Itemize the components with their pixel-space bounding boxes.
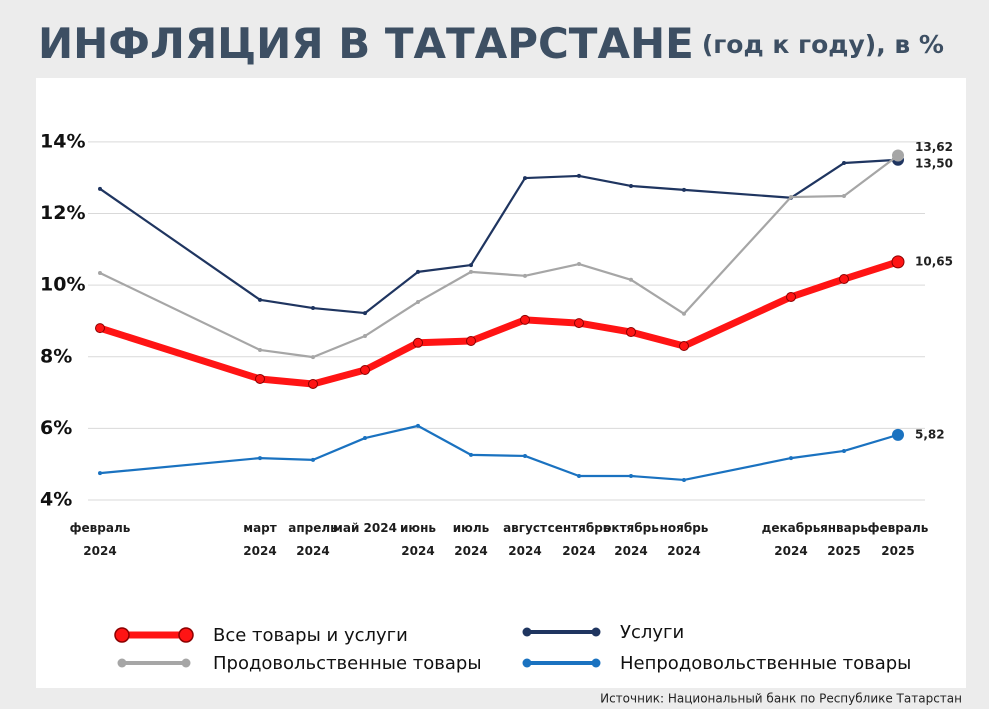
x-tick-label: ноябрь 2024 — [659, 521, 709, 558]
legend-marker — [178, 627, 194, 643]
panel — [36, 78, 966, 688]
point — [363, 333, 367, 338]
legend-marker — [591, 627, 601, 637]
point — [416, 269, 420, 274]
point — [789, 195, 793, 200]
point — [682, 477, 686, 482]
y-tick-label: 4% — [40, 489, 72, 511]
point — [682, 311, 686, 316]
point — [98, 471, 102, 476]
point — [577, 474, 581, 479]
x-tick-label: сентябрь 2024 — [547, 521, 611, 558]
point — [469, 452, 473, 457]
legend-marker — [117, 658, 127, 668]
x-tick-label: июль 2024 — [452, 521, 490, 558]
x-tick-label: октябрь 2024 — [603, 521, 659, 558]
title-block: ИНФЛЯЦИЯ В ТАТАРСТАНЕ (год к году), в % — [38, 19, 944, 68]
x-tick-label: май 2024 — [333, 521, 397, 535]
point — [839, 274, 849, 285]
legend-marker — [591, 658, 601, 668]
chart-title: ИНФЛЯЦИЯ В ТАТАРСТАНЕ — [38, 19, 694, 68]
point — [311, 355, 315, 360]
point — [520, 314, 530, 325]
point — [523, 273, 527, 278]
point — [363, 436, 367, 441]
point — [258, 347, 262, 352]
source: Источник: Национальный банк по Республик… — [600, 692, 962, 706]
y-tick-label: 14% — [40, 130, 85, 152]
point — [416, 423, 420, 428]
point — [892, 428, 904, 441]
point — [577, 262, 581, 267]
point — [98, 270, 102, 275]
chart-subtitle: (год к году), в % — [702, 30, 944, 59]
value-label: 13,62 — [915, 140, 953, 154]
point — [577, 173, 581, 178]
y-tick-label: 12% — [40, 202, 85, 224]
x-tick-label: август 2024 — [503, 521, 547, 558]
point — [523, 176, 527, 181]
point — [682, 187, 686, 192]
legend-label: Услуги — [620, 622, 684, 643]
x-tick-label: февраль 2025 — [867, 521, 929, 558]
point — [629, 474, 633, 479]
point — [466, 336, 476, 347]
point — [308, 378, 318, 389]
legend-marker — [114, 627, 130, 643]
point — [629, 183, 633, 188]
legend-marker — [522, 658, 532, 668]
legend-marker — [522, 627, 532, 637]
point — [679, 341, 689, 352]
value-label: 10,65 — [915, 254, 953, 268]
point — [413, 337, 423, 348]
point — [360, 365, 370, 376]
y-tick-label: 6% — [40, 417, 72, 439]
x-tick-label: январь 2025 — [820, 521, 868, 558]
legend-label: Продовольственные товары — [213, 653, 482, 674]
point — [626, 327, 636, 338]
point — [311, 306, 315, 311]
value-label: 13,50 — [915, 156, 953, 170]
point — [842, 161, 846, 166]
point — [469, 269, 473, 274]
point — [891, 255, 905, 269]
point — [98, 186, 102, 191]
legend-label: Все товары и услуги — [213, 625, 408, 646]
point — [416, 299, 420, 304]
point — [629, 277, 633, 282]
point — [258, 456, 262, 461]
x-tick-label: апрель 2024 — [288, 521, 338, 558]
point — [95, 323, 105, 334]
point — [892, 149, 904, 162]
point — [258, 297, 262, 302]
x-tick-label: март 2024 — [243, 521, 277, 558]
legend-marker — [181, 658, 191, 668]
y-tick-label: 8% — [40, 345, 72, 367]
point — [363, 311, 367, 316]
point — [842, 448, 846, 453]
point — [311, 457, 315, 462]
value-label: 5,82 — [915, 427, 945, 441]
point — [469, 263, 473, 268]
y-tick-label: 10% — [40, 274, 85, 296]
x-tick-label: февраль 2024 — [69, 521, 131, 558]
point — [842, 193, 846, 198]
point — [789, 456, 793, 461]
x-tick-label: декабрь 2024 — [761, 521, 821, 558]
x-tick-label: июнь 2024 — [400, 521, 436, 558]
point — [255, 373, 265, 384]
point — [786, 291, 796, 302]
legend-label: Непродовольственные товары — [620, 653, 911, 674]
point — [523, 453, 527, 458]
point — [574, 318, 584, 329]
